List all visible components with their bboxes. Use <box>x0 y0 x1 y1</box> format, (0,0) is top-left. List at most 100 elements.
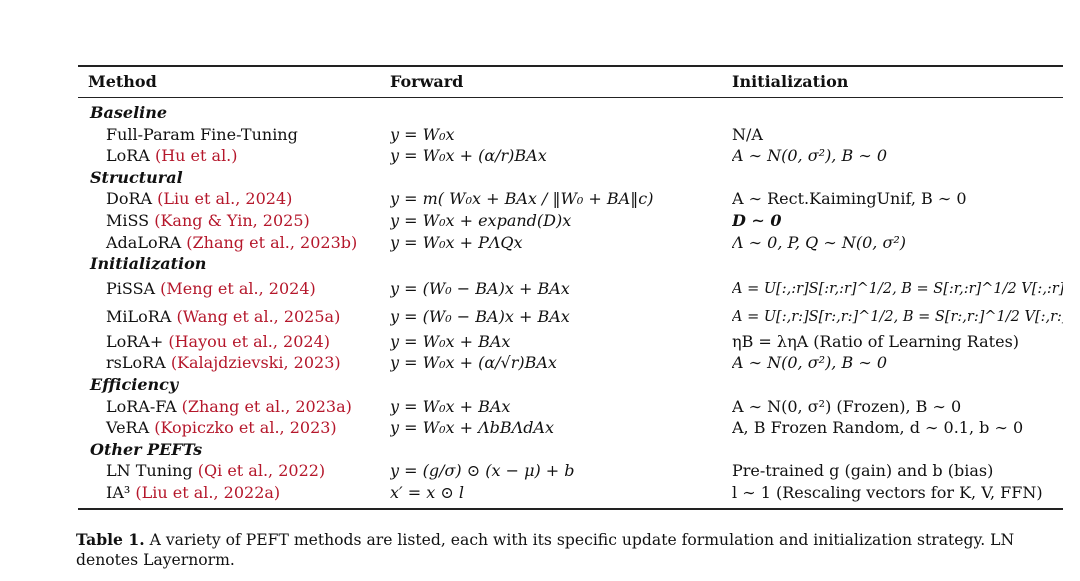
init-cell: Λ ∼ 0, P, Q ∼ N(0, σ²) <box>732 232 1063 254</box>
forward-cell: y = W₀x + expand(D)x <box>390 210 732 232</box>
method-cell: AdaLoRA (Zhang et al., 2023b) <box>78 232 390 254</box>
init-formula: Pre-trained g (gain) and b (bias) <box>732 461 994 481</box>
category-label: Initialization <box>90 254 207 274</box>
category-row-other-pefts: Other PEFTs <box>78 439 1063 461</box>
method-cell: Full-Param Fine-Tuning <box>78 124 390 146</box>
forward-cell: y = (g/σ) ⊙ (x − μ) + b <box>390 460 732 482</box>
forward-formula: y = W₀x + (α/r)BAx <box>390 146 547 166</box>
init-formula: A, B Frozen Random, d ∼ 0.1, b ∼ 0 <box>732 418 1024 438</box>
citation-link[interactable]: (Qi et al., 2022) <box>197 461 326 481</box>
method-name: LoRA <box>106 146 150 166</box>
category-label: Other PEFTs <box>90 439 203 459</box>
peft-methods-body: Baseline Full-Param Fine-Tuning y = W₀x … <box>78 98 1063 508</box>
forward-cell: y = m( W₀x + BAx / ‖W₀ + BA‖c) <box>390 188 732 210</box>
method-cell: LoRA-FA (Zhang et al., 2023a) <box>78 396 390 418</box>
forward-formula: y = W₀x + BAx <box>390 331 511 351</box>
init-cell: ηB = ληA (Ratio of Learning Rates) <box>732 331 1063 353</box>
table-row: MiLoRA (Wang et al., 2025a) y = (W₀ − BA… <box>78 303 1063 331</box>
init-formula: A ∼ N(0, σ²), B ∼ 0 <box>732 146 887 166</box>
category-row-efficiency: Efficiency <box>78 374 1063 396</box>
citation-link[interactable]: (Kalajdzievski, 2023) <box>170 353 341 373</box>
init-cell: A, B Frozen Random, d ∼ 0.1, b ∼ 0 <box>732 417 1063 439</box>
category-row-initialization: Initialization <box>78 253 1063 275</box>
method-cell: VeRA (Kopiczko et al., 2023) <box>78 417 390 439</box>
method-cell: rsLoRA (Kalajdzievski, 2023) <box>78 352 390 374</box>
citation-link[interactable]: (Kopiczko et al., 2023) <box>154 418 337 438</box>
table-row: IA³ (Liu et al., 2022a) x′ = x ⊙ l l ∼ 1… <box>78 482 1063 504</box>
category-label: Structural <box>90 167 183 187</box>
method-cell: IA³ (Liu et al., 2022a) <box>78 482 390 504</box>
table-row: MiSS (Kang & Yin, 2025) y = W₀x + expand… <box>78 210 1063 232</box>
forward-cell: y = W₀x + (α/r)BAx <box>390 145 732 167</box>
forward-cell: y = W₀x + PΛQx <box>390 232 732 254</box>
peft-table: Method Forward Initialization Baseline F… <box>78 65 1063 510</box>
init-formula: A ∼ Rect.KaimingUnif, B ∼ 0 <box>732 189 967 209</box>
forward-formula: y = W₀x + (α/√r)BAx <box>390 353 557 373</box>
table-row: Full-Param Fine-Tuning y = W₀x N/A <box>78 124 1063 146</box>
init-formula: Λ ∼ 0, P, Q ∼ N(0, σ²) <box>732 232 907 252</box>
mid-rule <box>78 97 1063 98</box>
method-name: VeRA <box>106 418 150 438</box>
category-label: Baseline <box>90 103 168 122</box>
forward-formula: y = W₀x + PΛQx <box>390 232 523 252</box>
method-name: Full-Param Fine-Tuning <box>106 124 298 144</box>
citation-link[interactable]: (Hayou et al., 2024) <box>168 331 331 351</box>
forward-cell: y = (W₀ − BA)x + BAx <box>390 303 732 331</box>
init-formula: A = U[:,:r]S[:r,:r]^1/2, B = S[:r,:r]^1/… <box>732 280 1063 297</box>
citation-link[interactable]: (Hu et al.) <box>154 146 238 166</box>
table-row: AdaLoRA (Zhang et al., 2023b) y = W₀x + … <box>78 232 1063 254</box>
table-row: LN Tuning (Qi et al., 2022) y = (g/σ) ⊙ … <box>78 460 1063 482</box>
forward-formula: y = W₀x + ΛbBΛdAx <box>390 418 555 438</box>
init-formula: A ∼ N(0, σ²), B ∼ 0 <box>732 353 887 373</box>
citation-link[interactable]: (Kang & Yin, 2025) <box>154 210 310 230</box>
init-cell: A ∼ N(0, σ²), B ∼ 0 <box>732 145 1063 167</box>
method-name: PiSSA <box>106 278 156 298</box>
citation-link[interactable]: (Zhang et al., 2023a) <box>181 396 352 416</box>
category-row-structural: Structural <box>78 167 1063 189</box>
method-cell: MiSS (Kang & Yin, 2025) <box>78 210 390 232</box>
method-cell: PiSSA (Meng et al., 2024) <box>78 275 390 303</box>
method-name: MiSS <box>106 210 150 230</box>
header-method: Method <box>88 72 157 92</box>
init-cell: D ∼ 0 <box>732 210 1063 232</box>
init-cell: A ∼ N(0, σ²), B ∼ 0 <box>732 352 1063 374</box>
forward-formula: y = m( W₀x + BAx / ‖W₀ + BA‖c) <box>390 189 654 209</box>
forward-cell: y = W₀x + BAx <box>390 396 732 418</box>
init-cell: N/A <box>732 124 1063 146</box>
table-caption: Table 1. A variety of PEFT methods are l… <box>76 530 1066 570</box>
table-row: VeRA (Kopiczko et al., 2023) y = W₀x + Λ… <box>78 417 1063 439</box>
forward-formula: y = W₀x + BAx <box>390 396 511 416</box>
init-formula: l ∼ 1 (Rescaling vectors for K, V, FFN) <box>732 482 1043 502</box>
method-name: IA³ <box>106 482 131 502</box>
table-row: PiSSA (Meng et al., 2024) y = (W₀ − BA)x… <box>78 275 1063 303</box>
forward-formula: y = W₀x + expand(D)x <box>390 210 572 230</box>
citation-link[interactable]: (Liu et al., 2022a) <box>135 482 281 502</box>
citation-link[interactable]: (Zhang et al., 2023b) <box>186 232 358 252</box>
forward-formula: x′ = x ⊙ l <box>390 482 464 502</box>
forward-formula: y = (W₀ − BA)x + BAx <box>390 306 570 326</box>
method-name: LoRA-FA <box>106 396 177 416</box>
citation-link[interactable]: (Meng et al., 2024) <box>160 278 316 298</box>
table-row: rsLoRA (Kalajdzievski, 2023) y = W₀x + (… <box>78 352 1063 374</box>
init-formula: A = U[:,r:]S[r:,r:]^1/2, B = S[r:,r:]^1/… <box>732 308 1063 325</box>
method-cell: LN Tuning (Qi et al., 2022) <box>78 460 390 482</box>
method-name: AdaLoRA <box>106 232 182 252</box>
method-cell: LoRA (Hu et al.) <box>78 145 390 167</box>
table-row: LoRA-FA (Zhang et al., 2023a) y = W₀x + … <box>78 396 1063 418</box>
citation-link[interactable]: (Wang et al., 2025a) <box>176 306 341 326</box>
forward-formula: y = (g/σ) ⊙ (x − μ) + b <box>390 461 575 481</box>
method-name: MiLoRA <box>106 306 172 326</box>
init-formula: N/A <box>732 124 763 144</box>
init-cell: A = U[:,:r]S[:r,:r]^1/2, B = S[:r,:r]^1/… <box>732 275 1063 303</box>
method-name: rsLoRA <box>106 353 166 373</box>
forward-cell: y = W₀x + BAx <box>390 331 732 353</box>
bottom-rule <box>78 507 1063 510</box>
caption-text: A variety of PEFT methods are listed, ea… <box>76 531 1015 569</box>
citation-link[interactable]: (Liu et al., 2024) <box>157 189 293 209</box>
forward-cell: y = W₀x + (α/√r)BAx <box>390 352 732 374</box>
category-row-baseline: Baseline <box>78 102 1063 124</box>
table-row: LoRA (Hu et al.) y = W₀x + (α/r)BAx A ∼ … <box>78 145 1063 167</box>
init-cell: A ∼ N(0, σ²) (Frozen), B ∼ 0 <box>732 396 1063 418</box>
table-row: LoRA+ (Hayou et al., 2024) y = W₀x + BAx… <box>78 331 1063 353</box>
init-cell: A ∼ Rect.KaimingUnif, B ∼ 0 <box>732 188 1063 210</box>
